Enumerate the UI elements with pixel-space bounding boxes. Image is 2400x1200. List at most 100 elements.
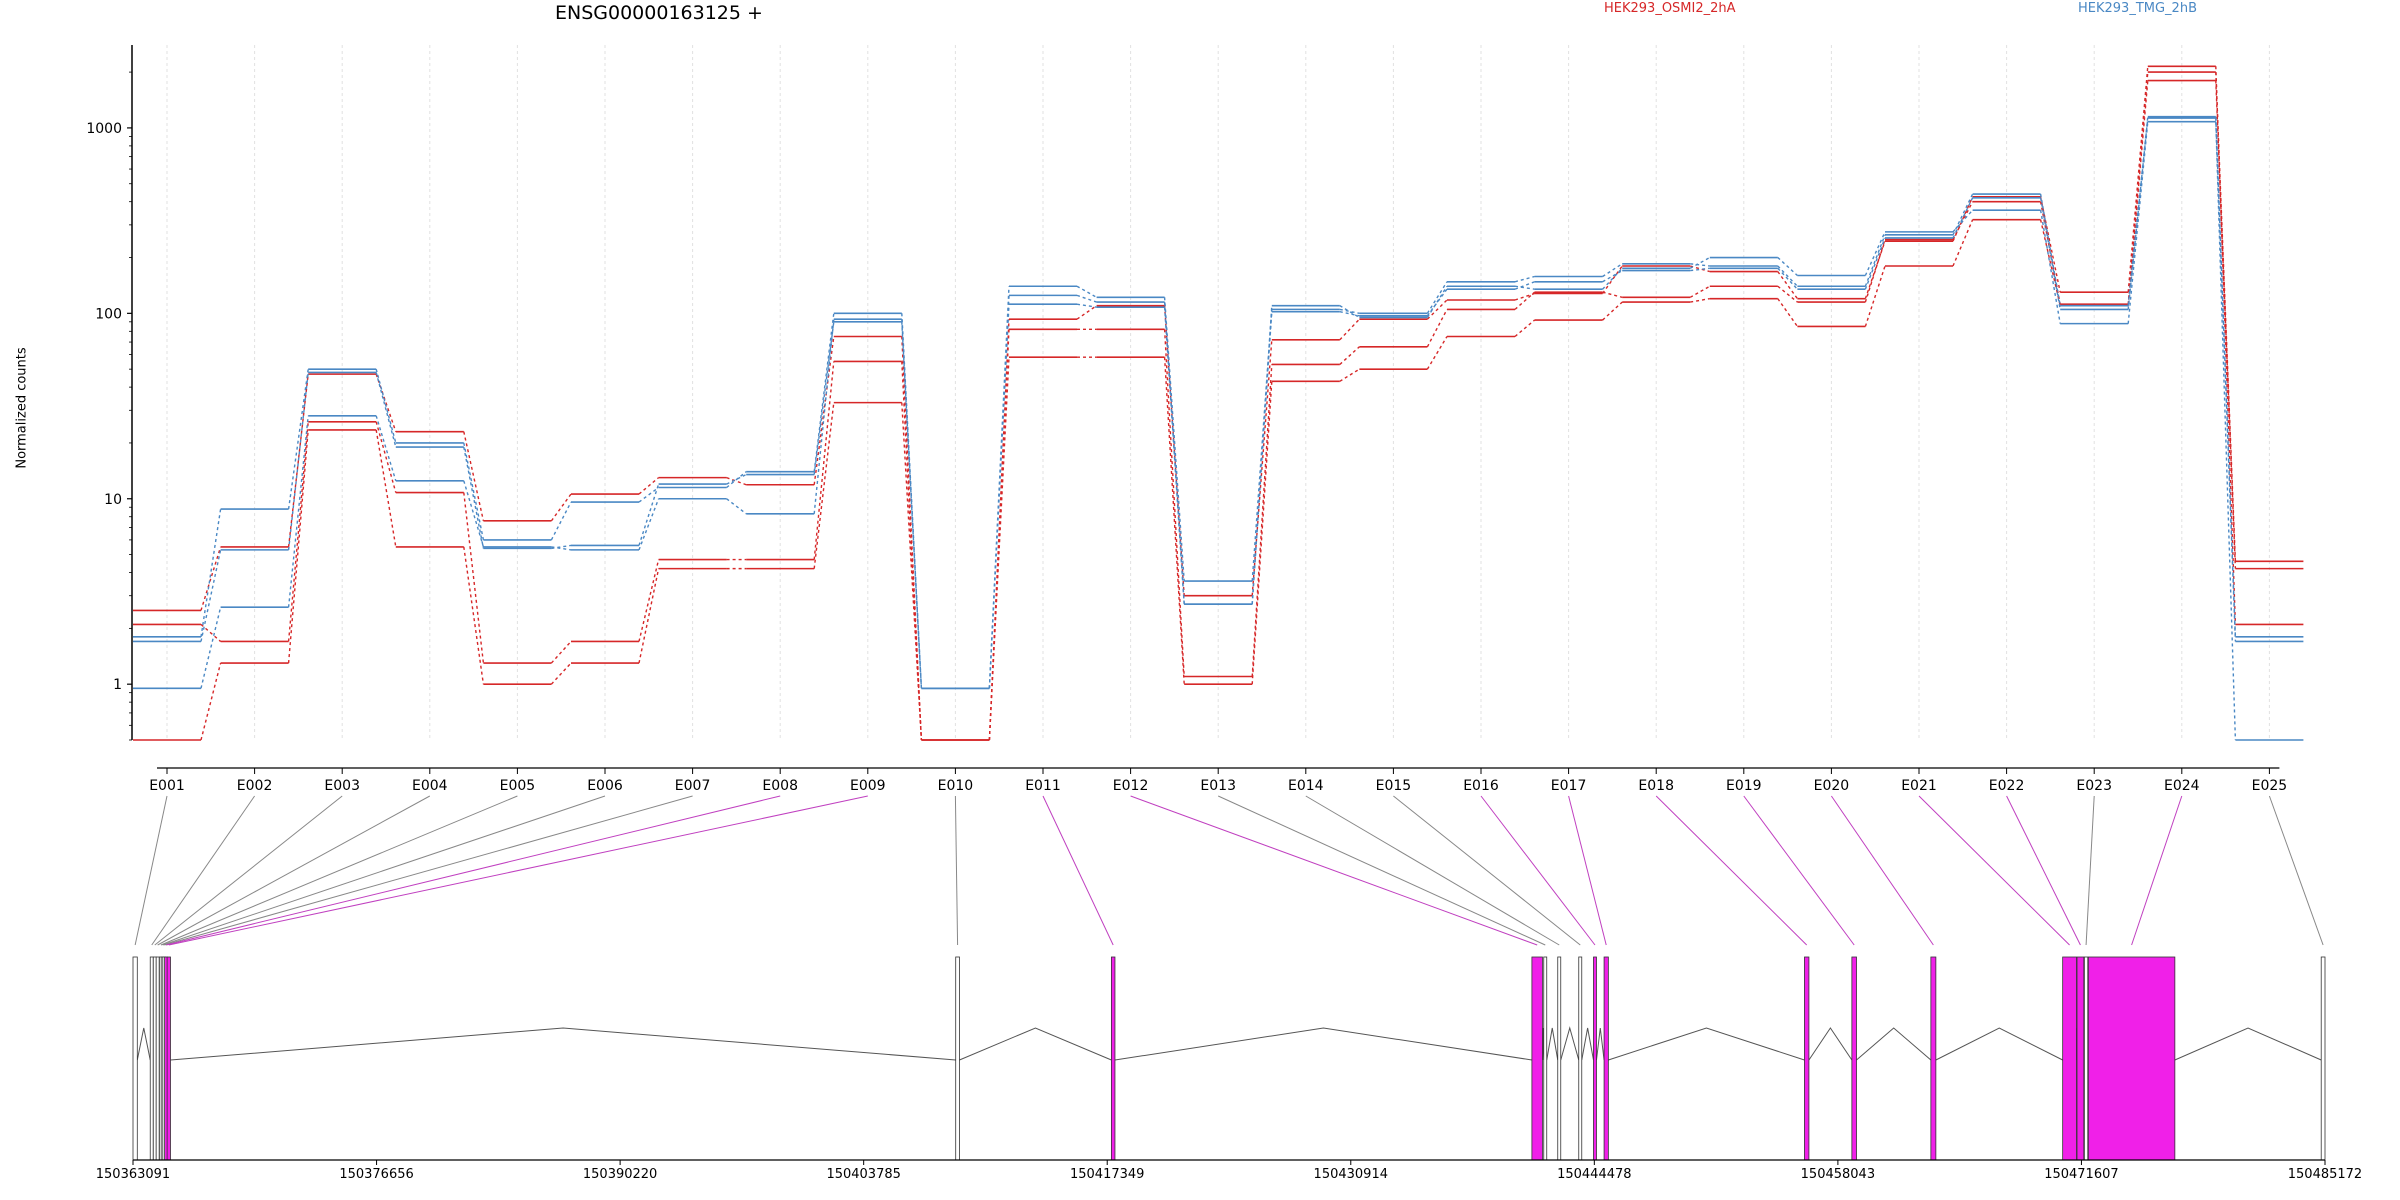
exon-box-E001 (132, 956, 138, 1161)
series-connector (287, 429, 309, 664)
series-connector (1339, 368, 1360, 382)
chart-title: ENSG00000163125 + (555, 2, 763, 24)
x-tick-label-E003: E003 (324, 778, 360, 794)
series-connector (1251, 339, 1273, 596)
x-tick-label-E025: E025 (2252, 778, 2288, 794)
series-connector (1163, 297, 1185, 582)
series-connector (1602, 301, 1623, 321)
series-connector (1952, 196, 1974, 242)
exon-box-E012 (1531, 956, 1543, 1161)
series-connector (726, 471, 747, 489)
series-connector (726, 473, 747, 485)
vertical-grid (166, 45, 2270, 740)
x-tick-label-E009: E009 (850, 778, 886, 794)
intron-line (2174, 1027, 2322, 1061)
x-tick-label-E001: E001 (149, 778, 185, 794)
series-connector (375, 372, 397, 448)
intron-line (1595, 1027, 1605, 1061)
x-tick-label-E017: E017 (1551, 778, 1587, 794)
gene-model (132, 956, 2326, 1161)
x-tick-label-E005: E005 (500, 778, 536, 794)
series-connector (1864, 265, 1886, 327)
series-connector (901, 336, 923, 741)
y-tick-label: 1 (113, 677, 122, 693)
series-connector (463, 446, 485, 549)
x-tick-label-E023: E023 (2076, 778, 2112, 794)
coord-tick-label: 150430914 (1314, 1167, 1388, 1182)
intron-line (1560, 1026, 1580, 1061)
series-connector (1163, 302, 1185, 605)
series-connector (2039, 197, 2061, 310)
series-connector (638, 559, 660, 642)
series-connector (1864, 237, 1886, 290)
series-connector (1602, 269, 1623, 283)
intron-line (1114, 1027, 1532, 1061)
x-tick-label-E012: E012 (1113, 778, 1149, 794)
series-connector (1952, 197, 1974, 239)
coord-tick-label: 150471607 (2044, 1167, 2118, 1182)
series-connector (1952, 219, 1974, 267)
series-connector (1514, 319, 1536, 338)
series-connector (1690, 267, 1710, 272)
series-connector (2215, 118, 2237, 642)
series-connector (1514, 292, 1535, 301)
connector-E021 (1918, 795, 2070, 946)
exon-box-E017 (1603, 956, 1609, 1161)
series-connector (988, 357, 1010, 741)
series-connector (813, 319, 835, 514)
series-connector (638, 477, 660, 495)
series-connector (1426, 281, 1448, 314)
x-tick-label-E018: E018 (1638, 778, 1674, 794)
exon-box-E015 (1578, 956, 1583, 1161)
series-connector (1076, 285, 1097, 298)
y-tick-label: 1000 (86, 121, 122, 137)
connector-E022 (2006, 795, 2081, 946)
connector-E012 (1130, 795, 1538, 946)
legend-item-osmi2: HEK293_OSMI2_2hA (1604, 1, 1736, 16)
series-connector (463, 546, 485, 685)
series-connector (550, 640, 572, 664)
series-connector (287, 374, 309, 547)
series-connector (1864, 231, 1886, 276)
connector-E025 (2268, 795, 2324, 946)
intron-line (959, 1027, 1112, 1061)
x-tick-label-E022: E022 (1989, 778, 2025, 794)
exon-box-E025 (2320, 956, 2326, 1161)
series-connector (2039, 193, 2061, 306)
exon-box-E009 (166, 956, 171, 1161)
series-connector (638, 483, 660, 546)
x-tick-label-E020: E020 (1814, 778, 1850, 794)
exon-box-E010 (955, 956, 960, 1161)
connector-E010 (954, 795, 959, 946)
exon-box-E023 (2083, 956, 2089, 1161)
series-connector (1864, 239, 1886, 303)
exon-connectors (134, 795, 2324, 946)
series-connector (1602, 263, 1623, 278)
x-tick-label-E015: E015 (1376, 778, 1412, 794)
x-tick-label-E006: E006 (587, 778, 623, 794)
coord-tick-label: 150485172 (2288, 1167, 2362, 1182)
series-connector (1689, 256, 1711, 269)
series-connector (1602, 267, 1623, 290)
series-connector (1690, 263, 1710, 267)
series-connector (2215, 66, 2237, 625)
series-connector (988, 295, 1010, 689)
series-connector (813, 321, 835, 475)
series-connector (726, 498, 747, 515)
exon-box-E020 (1930, 956, 1937, 1161)
intron-line (1808, 1027, 1853, 1061)
series-connector (1777, 298, 1798, 327)
intron-line (1935, 1027, 2063, 1061)
series-connector (901, 402, 923, 741)
series-connector (375, 373, 397, 432)
connector-E003 (154, 795, 343, 946)
series-connector (1864, 240, 1886, 299)
connector-E024 (2131, 795, 2183, 946)
series-connector (1514, 281, 1535, 290)
exon-box-E022 (2076, 956, 2085, 1161)
series-connector (1602, 291, 1623, 299)
series-connector (901, 321, 923, 689)
series-connector (1777, 257, 1798, 277)
connector-E006 (162, 795, 606, 946)
x-tick-label-E024: E024 (2164, 778, 2200, 794)
